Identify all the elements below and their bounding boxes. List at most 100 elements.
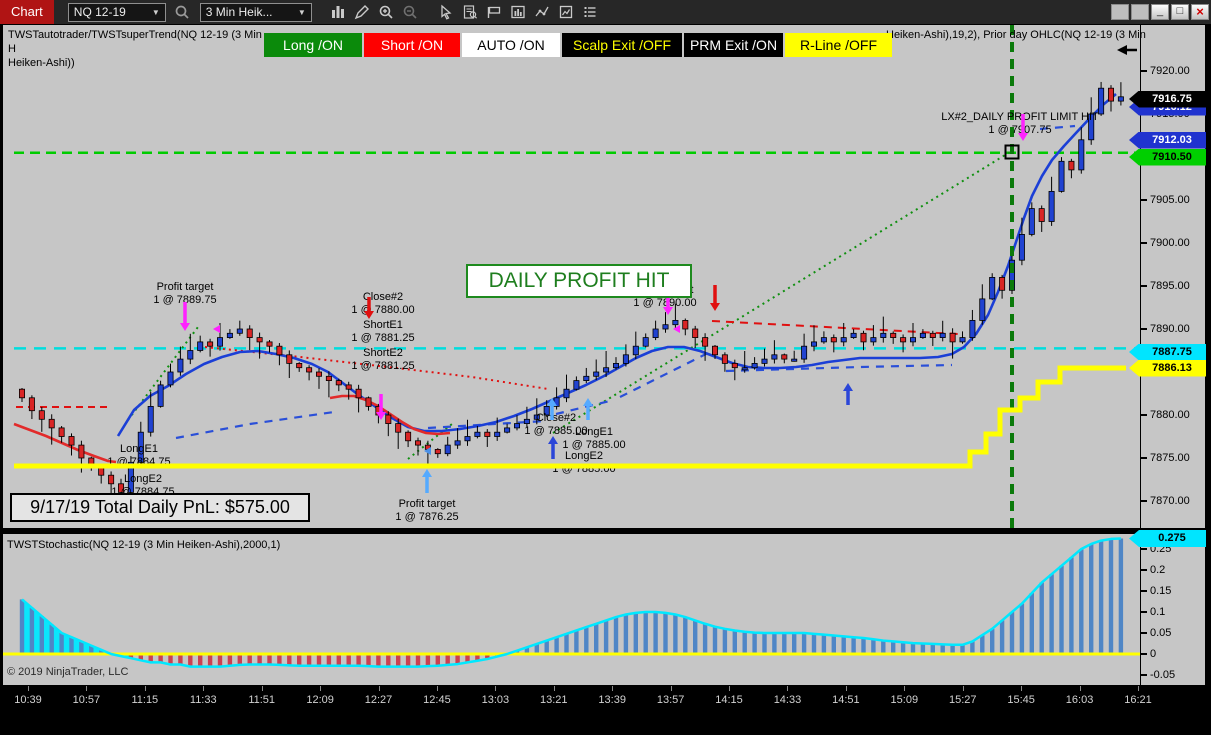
time-axis-label: 11:33 [189,694,217,706]
price-tick-label: 7875.00 [1150,451,1190,464]
stoch-tick-mark [1141,674,1147,676]
price-tick-mark [1141,414,1147,416]
time-axis-label: 15:27 [948,694,977,706]
time-tick-mark [320,686,322,691]
stochastic-label: TWSTStochastic(NQ 12-19 (3 Min Heiken-As… [7,539,281,551]
time-axis-label: 13:57 [656,694,685,706]
time-tick-mark [904,686,906,691]
stoch-badge: 0.275 [1129,530,1206,547]
strategy-button-row: Long /ON Short /ON AUTO /ON Scalp Exit /OFF… [264,33,892,57]
time-tick-mark [670,686,672,691]
stoch-axis-strip[interactable] [1141,534,1205,685]
time-tick-mark [436,686,438,691]
time-tick-mark [1021,686,1023,691]
line-chart-icon[interactable] [530,2,554,22]
restore-button[interactable]: □ [1171,4,1189,20]
indicator-label-line1: TWSTautotrader/TWSTsuperTrend(NQ 12-19 (… [8,29,262,55]
daily-profit-banner: DAILY PROFIT HIT [466,264,692,298]
zoom-out-icon[interactable] [398,2,422,22]
strategy-button-auto-on[interactable]: AUTO /ON [462,33,560,57]
stoch-tick-label: 0.2 [1150,563,1166,576]
daily-pnl-box: 9/17/19 Total Daily PnL: $575.00 [10,493,310,522]
price-badge: 7887.75 [1129,343,1206,361]
price-tick-mark [1141,70,1147,72]
price-tick-mark [1141,500,1147,502]
instrument-value: NQ 12-19 [73,5,126,19]
chevron-down-icon: ▼ [151,7,160,17]
copyright-label: © 2019 NinjaTrader, LLC [7,666,129,678]
stoch-tick-label: -0.05 [1150,668,1176,681]
zoom-in-icon[interactable] [374,2,398,22]
report-icon[interactable] [554,2,578,22]
chevron-down-icon: ▼ [297,7,306,17]
time-tick-mark [203,686,205,691]
pencil-icon[interactable] [350,2,374,22]
document-search-icon[interactable] [458,2,482,22]
time-tick-mark [378,686,380,691]
time-axis-label: 14:15 [715,694,743,706]
list-icon[interactable] [578,2,602,22]
time-axis-label: 14:33 [773,694,802,706]
flag-icon[interactable] [482,2,506,22]
instrument-select[interactable]: NQ 12-19 ▼ [67,2,166,22]
interval-value: 3 Min Heik... [205,5,273,19]
stoch-tick-mark [1141,548,1147,550]
time-axis-label: 12:27 [364,694,393,706]
strategy-button-short-on[interactable]: Short /ON [364,33,460,57]
time-tick-mark [729,686,731,691]
stoch-tick-label: 0.05 [1150,626,1172,639]
time-tick-mark [28,686,29,691]
time-tick-mark [144,686,146,691]
price-tick-label: 7900.00 [1150,236,1190,249]
time-axis-label: 10:57 [72,694,101,706]
bottom-panel-edge [3,685,1205,687]
time-axis-label: 10:39 [14,694,42,706]
strategy-button-prm-exit-on[interactable]: PRM Exit /ON [684,33,783,57]
price-badge: 7886.13 [1129,359,1206,377]
price-tick-label: 7895.00 [1150,279,1190,292]
toolbar-spacer-button [1131,4,1149,20]
time-tick-mark [86,686,88,691]
price-tick-label: 7920.00 [1150,64,1190,77]
time-axis-label: 12:45 [423,694,451,706]
indicator-label-right: Heiken-Ashi),19,2), Prior day OHLC(NQ 12… [886,29,1146,41]
window-title-tab[interactable]: Chart [0,0,54,24]
interval-select[interactable]: 3 Min Heik... ▼ [199,2,312,22]
bar-chart-icon[interactable] [326,2,350,22]
chart-panel-icon[interactable] [506,2,530,22]
time-axis-label: 12:09 [306,694,334,706]
strategy-button-r-line-off[interactable]: R-Line /OFF [785,33,892,57]
time-axis-label: 14:51 [832,694,860,706]
price-tick-label: 7890.00 [1150,322,1190,335]
time-axis-label: 11:51 [248,694,276,706]
stoch-tick-label: 0 [1150,647,1157,660]
price-tick-mark [1141,242,1147,244]
stoch-tick-label: 0.15 [1150,584,1172,597]
time-axis-label: 16:03 [1065,694,1094,706]
titlebar: Chart NQ 12-19 ▼ 3 Min Heik... ▼ [0,0,1211,24]
price-tick-mark [1141,285,1147,287]
time-tick-mark [261,686,263,691]
price-tick-mark [1141,457,1147,459]
stoch-tick-mark [1141,590,1147,592]
time-axis-label: 13:39 [598,694,626,706]
stoch-tick-label: 0.1 [1150,605,1166,618]
price-badge: 7912.03 [1129,131,1206,149]
close-button[interactable]: × [1191,4,1209,20]
stoch-tick-mark [1141,632,1147,634]
time-tick-mark [553,686,555,691]
stoch-tick-mark [1141,653,1147,655]
search-icon[interactable] [170,2,194,22]
price-badge: 7916.75 [1129,90,1206,108]
time-tick-mark [845,686,847,691]
panel-divider[interactable] [3,528,1205,534]
strategy-button-scalp-exit-off[interactable]: Scalp Exit /OFF [562,33,682,57]
minimize-button[interactable]: _ [1151,4,1169,20]
cursor-icon[interactable] [434,2,458,22]
time-axis-label: 16:21 [1124,694,1152,706]
time-tick-mark [1137,686,1139,691]
price-badge: 7910.50 [1129,148,1206,166]
indicator-label-main: TWSTautotrader/TWSTsuperTrend(NQ 12-19 (… [8,28,270,70]
strategy-button-long-on[interactable]: Long /ON [264,33,362,57]
